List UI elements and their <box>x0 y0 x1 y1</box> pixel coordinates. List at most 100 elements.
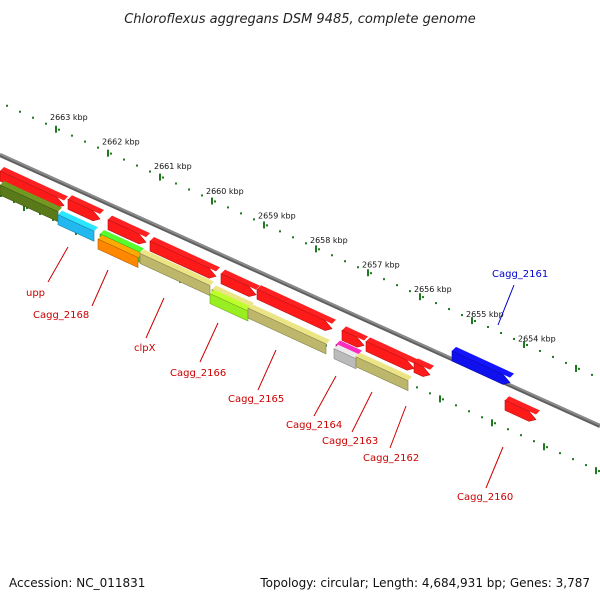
gene-lime-cagg2165 <box>209 289 252 322</box>
gene-red-cagg2160 <box>504 396 540 422</box>
ruler-dot <box>461 314 463 317</box>
kbp-label: 2655 kbp <box>466 310 504 319</box>
ruler-dot <box>468 410 470 413</box>
gene-red-8-top <box>366 337 418 364</box>
gene-grey-cagg2164-top <box>334 344 360 359</box>
ruler-dot <box>487 326 489 329</box>
ruler-dot <box>214 200 216 203</box>
gene-khaki-cagg2162-top <box>356 352 412 381</box>
gene-khaki-cagg2166-top <box>140 249 214 286</box>
ruler-dot <box>513 337 515 340</box>
gene-blue-cagg2161 <box>451 346 514 385</box>
leader-line <box>389 405 407 449</box>
gene-label: Cagg_2165 <box>228 394 284 405</box>
ruler-dot <box>572 458 574 461</box>
gene-grey-cagg2164 <box>333 344 360 370</box>
ruler-dot <box>6 104 8 107</box>
gene-red-1-body <box>0 170 65 208</box>
ruler-dot <box>39 212 41 215</box>
gene-red-6 <box>256 285 336 331</box>
kbp-label: 2661 kbp <box>154 162 192 171</box>
ruler-dot <box>416 386 418 389</box>
kbp-label: 2657 kbp <box>362 261 400 270</box>
leader-line <box>199 322 219 363</box>
gene-label: clpX <box>134 343 156 354</box>
gene-khaki-cagg2165b-body <box>247 307 327 355</box>
gene-red-3 <box>107 215 150 245</box>
ruler-dot <box>526 343 528 346</box>
ruler-dot <box>500 332 502 334</box>
kbp-label: 2658 kbp <box>310 236 348 245</box>
gene-red-6-body <box>256 288 333 331</box>
ruler-dot <box>58 128 60 131</box>
gene-orange-clpx-body <box>97 238 139 268</box>
gene-red-4 <box>149 237 220 279</box>
genome-backbone <box>0 153 600 428</box>
ruler-dot <box>507 428 509 431</box>
ruler-dot <box>162 176 164 179</box>
ruler-dot <box>559 452 561 455</box>
ruler-dot <box>84 140 86 143</box>
outer-kbp-ruler <box>6 104 593 376</box>
gene-olive-upp-top <box>0 181 62 212</box>
gene-red-5 <box>220 269 260 297</box>
leader-line <box>497 284 515 326</box>
gene-red-3-body <box>107 219 147 245</box>
ruler-dot <box>409 290 411 293</box>
leader-line <box>313 375 337 417</box>
ruler-dot <box>32 116 34 119</box>
gene-label: Cagg_2166 <box>170 368 226 379</box>
gene-red-7-body <box>341 329 365 348</box>
gene-red-9-body <box>413 361 431 377</box>
ruler-dot <box>253 218 255 221</box>
ruler-dot <box>435 302 437 305</box>
gene-red-5-body <box>220 273 257 297</box>
map-title: Chloroflexus aggregans DSM 9485, complet… <box>124 12 476 27</box>
gene-cyan-cagg2168 <box>57 210 98 242</box>
leader-line <box>257 349 277 391</box>
gene-khaki-cagg2162-body <box>355 356 409 392</box>
gene-cyan-cagg2168-body <box>57 214 95 242</box>
leader-line <box>351 391 373 433</box>
ruler-dot <box>546 446 548 449</box>
accession-text: Accession: NC_011831 <box>9 576 145 590</box>
ruler-dot <box>292 236 294 239</box>
ruler-dot <box>188 188 190 191</box>
gene-label: Cagg_2164 <box>286 420 342 431</box>
gene-red-8 <box>365 337 418 371</box>
gene-red-4-top <box>150 237 220 272</box>
ruler-dot <box>585 464 587 467</box>
kbp-label: 2654 kbp <box>518 334 556 343</box>
gene-red-3-top <box>108 215 150 238</box>
gene-green-clpx-top <box>100 230 144 253</box>
ruler-dot <box>240 212 242 215</box>
gene-red-8-body <box>365 340 415 371</box>
ruler-dot <box>442 398 444 401</box>
gene-cyan-cagg2168-top <box>58 210 98 232</box>
kbp-label: 2660 kbp <box>206 187 244 196</box>
gene-khaki-cagg2165b <box>247 304 330 355</box>
ruler-dot <box>429 392 431 395</box>
ruler-dot <box>552 355 554 358</box>
gene-label: upp <box>26 288 45 299</box>
gene-lime-cagg2165-top <box>210 289 252 312</box>
ruler-dot <box>520 434 522 437</box>
gene-red-2-body <box>67 198 101 222</box>
ruler-dot <box>344 260 346 263</box>
gene-red-7 <box>341 326 368 348</box>
leader-line <box>485 446 504 489</box>
ruler-dot <box>357 266 359 269</box>
gene-label: Cagg_2162 <box>363 453 419 464</box>
gene-red-1 <box>0 167 68 208</box>
ruler-dot <box>97 146 99 149</box>
gene-label: Cagg_2168 <box>33 310 89 321</box>
gene-khaki-cagg2165b-top <box>248 304 330 344</box>
ruler-dot <box>45 122 47 125</box>
ruler-dot <box>455 404 457 407</box>
ruler-dot <box>565 361 567 364</box>
ruler-dot <box>0 195 2 197</box>
ruler-dot <box>318 248 320 251</box>
gene-khaki-cagg2162 <box>355 352 412 392</box>
ruler-dot <box>123 158 125 161</box>
